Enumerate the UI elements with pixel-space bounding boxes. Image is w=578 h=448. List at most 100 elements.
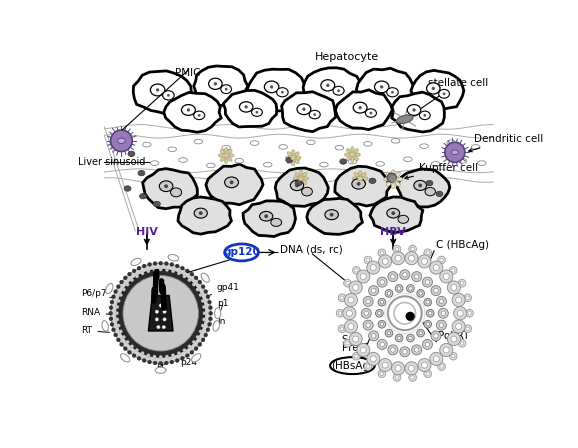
Circle shape (391, 274, 395, 279)
Circle shape (109, 317, 113, 321)
Circle shape (348, 297, 354, 303)
Circle shape (447, 281, 461, 294)
Circle shape (380, 323, 384, 326)
Circle shape (378, 370, 386, 378)
Ellipse shape (353, 102, 367, 113)
Circle shape (370, 265, 376, 271)
Circle shape (421, 362, 427, 368)
Circle shape (451, 284, 457, 290)
Ellipse shape (225, 177, 239, 188)
Circle shape (377, 340, 387, 349)
Circle shape (199, 211, 203, 215)
Circle shape (329, 213, 334, 217)
Circle shape (137, 266, 141, 270)
Circle shape (209, 317, 212, 321)
Circle shape (395, 284, 403, 293)
Circle shape (135, 349, 139, 352)
Circle shape (155, 318, 158, 321)
Circle shape (153, 268, 156, 271)
Ellipse shape (387, 88, 398, 97)
Circle shape (208, 323, 212, 326)
Circle shape (409, 255, 414, 261)
Circle shape (344, 293, 358, 306)
Circle shape (255, 111, 258, 114)
Ellipse shape (320, 162, 328, 167)
Circle shape (441, 311, 446, 315)
Circle shape (170, 360, 174, 364)
Ellipse shape (286, 157, 293, 163)
Circle shape (201, 338, 205, 342)
Circle shape (358, 106, 362, 109)
Ellipse shape (362, 172, 366, 177)
Circle shape (391, 211, 395, 215)
Circle shape (206, 295, 210, 299)
Ellipse shape (335, 146, 343, 150)
Text: gp41: gp41 (209, 283, 240, 295)
Ellipse shape (403, 157, 412, 162)
Ellipse shape (344, 153, 350, 156)
Circle shape (466, 296, 469, 300)
Circle shape (428, 311, 432, 315)
Circle shape (363, 320, 373, 330)
Ellipse shape (355, 153, 360, 156)
Polygon shape (223, 90, 277, 127)
Text: stellate cell: stellate cell (414, 78, 488, 113)
Circle shape (137, 357, 141, 360)
Ellipse shape (425, 187, 435, 196)
Circle shape (196, 288, 199, 291)
Ellipse shape (228, 150, 232, 154)
Circle shape (142, 358, 146, 362)
Ellipse shape (121, 353, 130, 362)
Ellipse shape (292, 160, 295, 166)
Circle shape (353, 267, 360, 274)
Ellipse shape (279, 145, 287, 149)
Circle shape (431, 286, 441, 296)
Circle shape (349, 281, 362, 294)
Text: RNA: RNA (81, 308, 111, 317)
Circle shape (414, 348, 419, 352)
Text: Pol/RT: Pol/RT (438, 331, 469, 340)
Circle shape (295, 184, 299, 187)
Ellipse shape (220, 150, 224, 154)
Circle shape (119, 330, 123, 333)
Circle shape (385, 289, 393, 297)
Circle shape (398, 336, 401, 340)
Circle shape (393, 245, 401, 253)
Circle shape (123, 347, 127, 351)
Ellipse shape (358, 171, 362, 176)
Ellipse shape (362, 180, 366, 185)
Circle shape (196, 335, 199, 339)
Ellipse shape (302, 180, 307, 185)
Polygon shape (178, 197, 231, 234)
Ellipse shape (295, 152, 299, 156)
Circle shape (432, 87, 435, 90)
Circle shape (198, 280, 202, 284)
Circle shape (440, 365, 443, 368)
Circle shape (414, 274, 419, 279)
Circle shape (128, 350, 131, 354)
Circle shape (209, 311, 213, 315)
Circle shape (455, 297, 462, 303)
Circle shape (438, 256, 446, 264)
Circle shape (402, 349, 407, 354)
Ellipse shape (375, 81, 389, 93)
Circle shape (344, 320, 358, 333)
Ellipse shape (162, 90, 174, 100)
Ellipse shape (264, 162, 272, 167)
Circle shape (340, 327, 344, 331)
Text: gp120: gp120 (223, 247, 260, 258)
Circle shape (112, 328, 116, 332)
Ellipse shape (287, 159, 291, 164)
Ellipse shape (150, 161, 159, 165)
Ellipse shape (472, 145, 480, 149)
Text: Liver sinusoid: Liver sinusoid (77, 156, 145, 167)
Circle shape (126, 340, 129, 344)
Ellipse shape (287, 152, 291, 156)
Circle shape (199, 293, 202, 297)
Circle shape (406, 284, 414, 293)
Text: Pr: Pr (156, 362, 165, 371)
Circle shape (369, 286, 379, 296)
Circle shape (159, 304, 162, 307)
Circle shape (380, 301, 384, 304)
Circle shape (147, 353, 150, 357)
